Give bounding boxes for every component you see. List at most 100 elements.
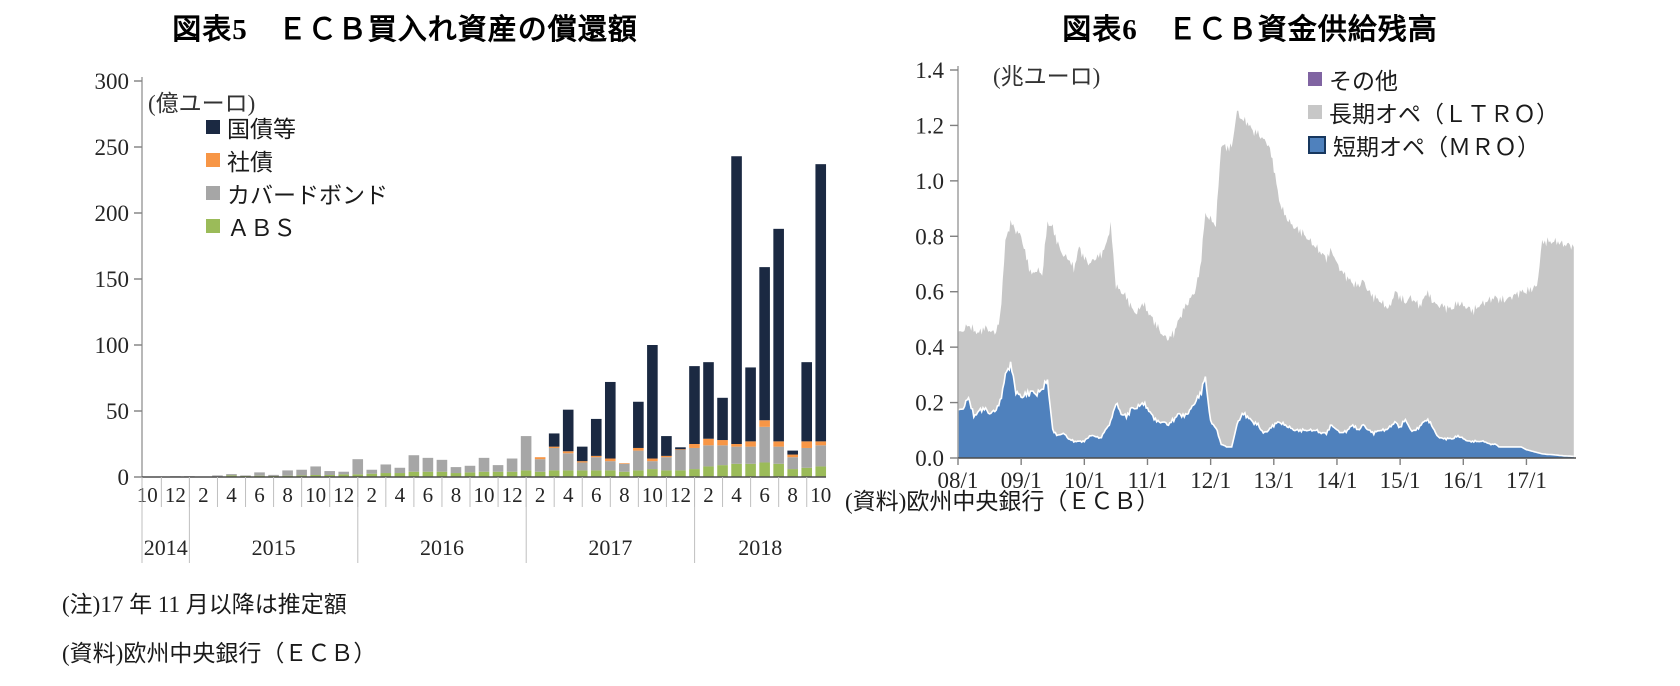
y-tick-label: 200 [95,201,130,226]
mro-swatch-icon [1308,135,1326,154]
month-tick-label: 10 [810,483,831,507]
bar-segment-covered [296,469,307,476]
bar-segment-abs [745,463,756,477]
month-tick-label: 10 [474,483,495,507]
bar-segment-abs [619,471,630,477]
bar-segment-abs [394,473,406,477]
bar-segment-abs [633,470,644,477]
x-tick-label: 09/1 [1001,468,1042,493]
month-tick-label: 2 [367,483,378,507]
legend-item-ltro: 長期オペ（ＬＴＲＯ） [1308,95,1559,128]
bar-segment-abs [380,473,392,477]
bar-segment-abs [787,469,798,477]
y-tick-label: 0.2 [915,391,944,416]
bar-segment-government [647,345,658,459]
bar-segment-abs [562,470,574,477]
bar-segment-covered [240,475,251,476]
bar-segment-corporate [675,449,686,450]
bar-segment-covered [478,457,490,472]
legend-item-corporate: 社債 [206,143,388,176]
bar-segment-abs [717,465,728,477]
year-tick-label: 2018 [738,535,782,560]
bar-segment-covered [759,426,770,463]
bar-segment-abs [436,471,448,477]
bar-segment-abs [450,473,462,477]
month-tick-label: 10 [137,483,158,507]
bar-segment-covered [450,467,462,474]
bar-segment-abs [492,471,504,477]
legend-label: 国債等 [227,116,296,142]
bar-segment-corporate [689,444,700,448]
y-tick-label: 300 [95,69,130,94]
bar-segment-government [815,164,827,442]
y-tick-label: 50 [106,399,129,424]
ltro-area [958,110,1574,457]
y-tick-label: 0.0 [915,446,944,471]
bar-segment-abs [661,470,672,477]
year-tick-label: 2017 [588,535,632,560]
bar-segment-corporate [773,441,784,447]
legend-label: 短期オペ（ＭＲＯ） [1333,134,1540,160]
bar-segment-abs [464,472,476,477]
x-tick-label: 17/1 [1506,468,1547,493]
y-tick-label: 1.0 [915,169,944,194]
y-tick-label: 0.4 [915,335,944,360]
year-tick-label: 2015 [252,535,296,560]
bar-segment-corporate [759,420,770,427]
bar-segment-covered [520,436,532,471]
bar-segment-abs [604,470,616,477]
bar-segment-government [576,446,588,462]
bar-segment-abs [534,471,546,477]
bar-segment-government [590,418,602,456]
bar-segment-covered [745,446,756,464]
bar-segment-covered [324,471,335,476]
month-tick-label: 2 [703,483,714,507]
legend-label: 社債 [227,149,273,175]
bar-segment-covered [703,445,714,467]
month-tick-label: 4 [563,483,574,507]
mro-top-edge [957,361,1574,458]
bar-segment-abs [310,475,321,477]
x-tick-label: 13/1 [1253,468,1294,493]
bar-segment-abs [731,463,742,477]
x-tick-label: 15/1 [1380,468,1421,493]
month-tick-label: 8 [787,483,798,507]
bar-segment-covered [675,449,686,471]
bar-segment-covered [212,475,223,477]
bar-segment-covered [422,457,434,472]
bar-segment-covered [590,457,602,471]
month-tick-label: 12 [333,483,354,507]
month-tick-label: 4 [226,483,237,507]
bar-segment-abs [548,470,560,477]
other-swatch-icon [1308,71,1322,86]
bar-segment-covered [338,471,350,475]
bar-segment-corporate [703,438,714,446]
bar-segment-corporate [548,446,560,448]
bar-segment-government [604,381,616,459]
bar-segment-covered [254,472,265,476]
ltro-swatch-icon [1308,104,1322,119]
month-tick-label: 6 [759,483,770,507]
bar-segment-covered [380,464,392,474]
y-tick-label: 100 [95,333,130,358]
bar-segment-abs [324,475,335,477]
bar-segment-covered [717,445,728,466]
bar-segment-covered [436,459,448,472]
y-tick-label: 0.8 [915,224,944,249]
bar-segment-government [759,267,770,421]
legend-label: その他 [1329,68,1398,94]
year-tick-label: 2016 [420,535,464,560]
month-tick-label: 8 [451,483,462,507]
bar-segment-government [661,436,672,456]
right-chart-legend: その他 長期オペ（ＬＴＲＯ） 短期オペ（ＭＲＯ） [1308,62,1559,161]
month-tick-label: 12 [670,483,691,507]
bar-segment-government [801,362,813,442]
bar-segment-covered [492,465,504,472]
y-tick-label: 0.6 [915,280,944,305]
legend-item-covered: カバードボンド [206,176,388,209]
bar-segment-abs [703,466,714,477]
month-tick-label: 6 [591,483,602,507]
bar-segment-abs [815,466,827,477]
bar-segment-government [689,366,700,444]
bar-segment-abs [422,471,434,477]
